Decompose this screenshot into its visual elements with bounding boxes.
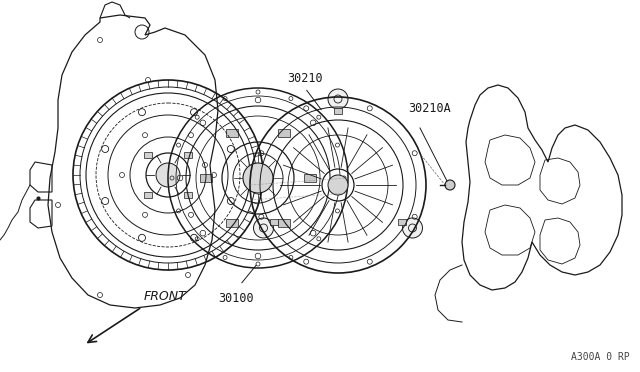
Bar bbox=[278, 129, 290, 137]
Text: 30100: 30100 bbox=[218, 292, 254, 305]
Bar bbox=[270, 219, 278, 225]
Text: A300A 0 RP: A300A 0 RP bbox=[572, 352, 630, 362]
Bar bbox=[398, 219, 406, 225]
Bar bbox=[144, 152, 152, 158]
Circle shape bbox=[243, 163, 273, 193]
Circle shape bbox=[328, 89, 348, 109]
Circle shape bbox=[156, 163, 180, 187]
Bar bbox=[200, 174, 212, 182]
Circle shape bbox=[403, 218, 422, 238]
Bar bbox=[226, 129, 238, 137]
Bar bbox=[278, 219, 290, 227]
Bar bbox=[184, 152, 192, 158]
Text: FRONT: FRONT bbox=[144, 290, 187, 303]
Bar bbox=[184, 192, 192, 198]
Text: 30210A: 30210A bbox=[408, 102, 451, 115]
Circle shape bbox=[328, 175, 348, 195]
Bar bbox=[304, 174, 316, 182]
Circle shape bbox=[445, 180, 455, 190]
Bar bbox=[226, 219, 238, 227]
Bar bbox=[144, 192, 152, 198]
Bar bbox=[334, 108, 342, 114]
Text: 30210: 30210 bbox=[287, 72, 323, 85]
Circle shape bbox=[253, 218, 273, 238]
